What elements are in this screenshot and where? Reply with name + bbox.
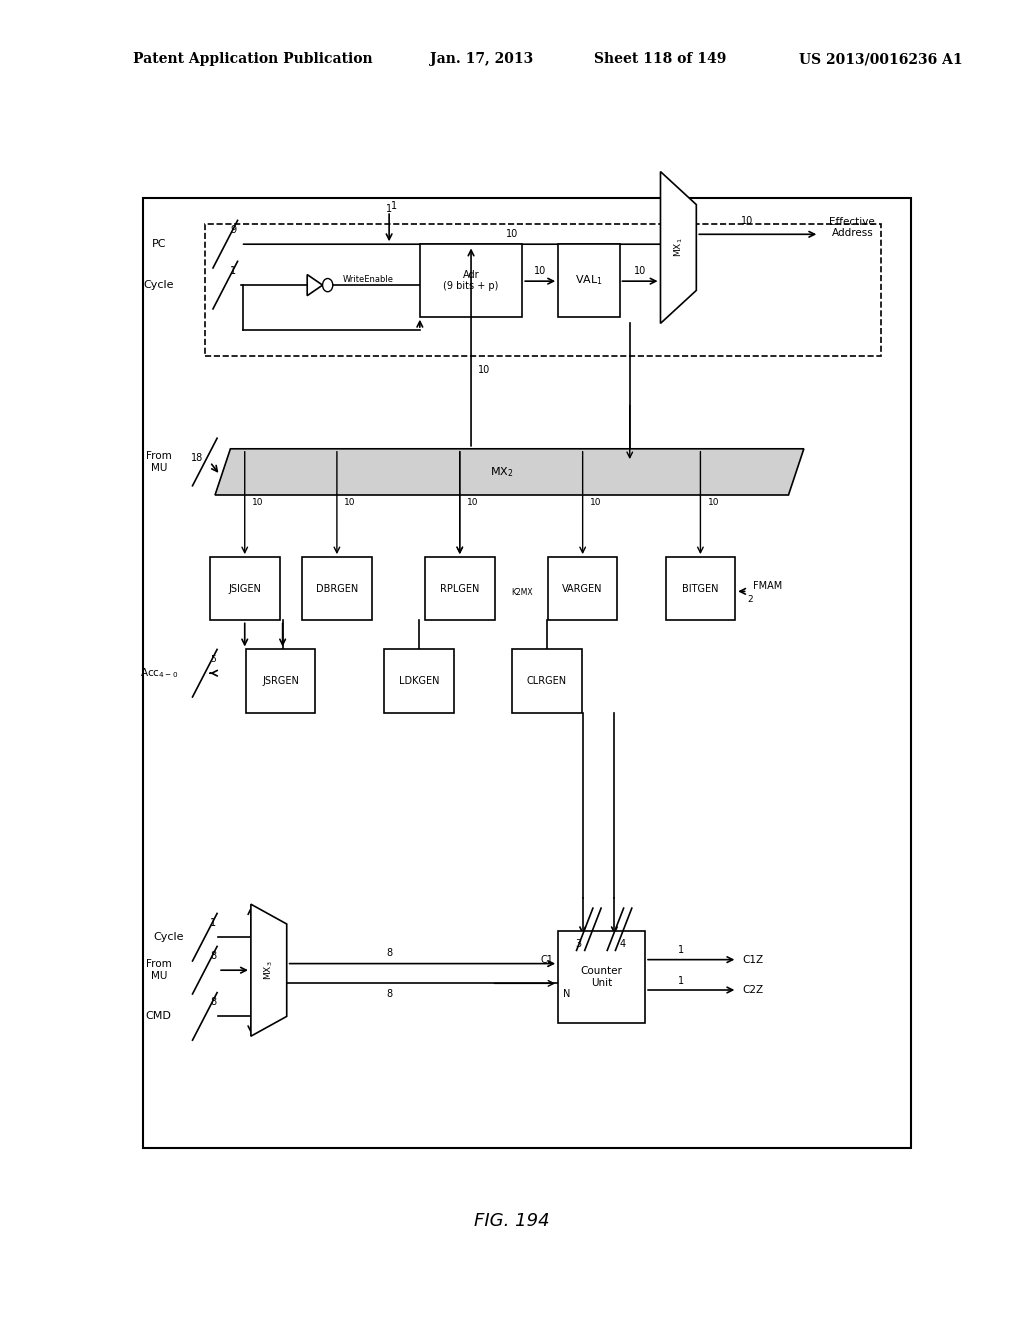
Text: CMD: CMD <box>145 1011 172 1022</box>
FancyBboxPatch shape <box>558 244 620 317</box>
FancyBboxPatch shape <box>420 244 522 317</box>
Text: 10: 10 <box>741 216 754 226</box>
Text: 1: 1 <box>678 945 684 956</box>
Text: 10: 10 <box>634 265 646 276</box>
Text: 8: 8 <box>386 948 392 958</box>
FancyBboxPatch shape <box>666 557 735 620</box>
Text: MX$_1$: MX$_1$ <box>672 238 685 257</box>
Text: RPLGEN: RPLGEN <box>440 583 479 594</box>
Text: PC: PC <box>152 239 166 249</box>
Text: 1: 1 <box>210 917 216 928</box>
Text: VAL$_1$: VAL$_1$ <box>574 273 603 288</box>
Text: C1: C1 <box>540 954 553 965</box>
Text: Cycle: Cycle <box>143 280 174 290</box>
Text: From
MU: From MU <box>145 451 172 473</box>
Text: 18: 18 <box>190 453 203 463</box>
Text: 1: 1 <box>678 975 684 986</box>
FancyBboxPatch shape <box>246 649 315 713</box>
Text: FMAM: FMAM <box>753 581 782 591</box>
Text: Cycle: Cycle <box>154 932 184 942</box>
Text: C2Z: C2Z <box>742 985 764 995</box>
FancyBboxPatch shape <box>425 557 495 620</box>
Text: 1: 1 <box>391 201 397 211</box>
Text: MX$_3$: MX$_3$ <box>262 961 275 979</box>
FancyBboxPatch shape <box>558 931 645 1023</box>
Text: JSRGEN: JSRGEN <box>262 676 299 686</box>
Text: 8: 8 <box>386 989 392 999</box>
Text: 1: 1 <box>230 265 237 276</box>
Text: Adr
(9 bits + p): Adr (9 bits + p) <box>443 269 499 292</box>
Text: VARGEN: VARGEN <box>562 583 603 594</box>
Text: Sheet 118 of 149: Sheet 118 of 149 <box>594 53 726 66</box>
Text: WriteEnable: WriteEnable <box>343 276 394 284</box>
Text: Patent Application Publication: Patent Application Publication <box>133 53 373 66</box>
Text: 1: 1 <box>386 203 392 214</box>
Text: Acc$_{4-0}$: Acc$_{4-0}$ <box>139 667 178 680</box>
Text: BITGEN: BITGEN <box>682 583 719 594</box>
FancyBboxPatch shape <box>384 649 454 713</box>
Text: C1Z: C1Z <box>742 954 764 965</box>
Text: 8: 8 <box>210 950 216 961</box>
Text: K2MX: K2MX <box>511 589 534 597</box>
Text: 10: 10 <box>478 364 490 375</box>
Text: 10: 10 <box>590 499 601 507</box>
Text: 10: 10 <box>708 499 719 507</box>
FancyBboxPatch shape <box>210 557 280 620</box>
Text: US 2013/0016236 A1: US 2013/0016236 A1 <box>799 53 963 66</box>
Text: Effective
Address: Effective Address <box>829 216 876 239</box>
FancyBboxPatch shape <box>548 557 617 620</box>
Text: Counter
Unit: Counter Unit <box>581 966 623 987</box>
Text: MX$_2$: MX$_2$ <box>490 465 513 479</box>
Text: 5: 5 <box>210 655 216 664</box>
FancyBboxPatch shape <box>205 224 881 356</box>
Text: 10: 10 <box>534 265 546 276</box>
Polygon shape <box>215 449 804 495</box>
Text: 4: 4 <box>620 939 626 949</box>
FancyBboxPatch shape <box>302 557 372 620</box>
FancyBboxPatch shape <box>143 198 911 1148</box>
Text: 10: 10 <box>344 499 355 507</box>
Text: DBRGEN: DBRGEN <box>315 583 358 594</box>
Text: 9: 9 <box>230 224 237 235</box>
Text: 10: 10 <box>506 228 518 239</box>
Text: N: N <box>562 989 570 999</box>
Text: CLRGEN: CLRGEN <box>526 676 567 686</box>
FancyBboxPatch shape <box>512 649 582 713</box>
Text: From
MU: From MU <box>145 960 172 981</box>
Text: LDKGEN: LDKGEN <box>398 676 439 686</box>
Text: 2: 2 <box>748 595 753 603</box>
Text: 10: 10 <box>252 499 263 507</box>
Text: 8: 8 <box>210 997 216 1007</box>
Text: Jan. 17, 2013: Jan. 17, 2013 <box>430 53 534 66</box>
Text: JSIGEN: JSIGEN <box>228 583 261 594</box>
Polygon shape <box>660 172 696 323</box>
Text: 10: 10 <box>467 499 478 507</box>
Polygon shape <box>251 904 287 1036</box>
Text: FIG. 194: FIG. 194 <box>474 1212 550 1230</box>
Text: 3: 3 <box>575 939 582 949</box>
